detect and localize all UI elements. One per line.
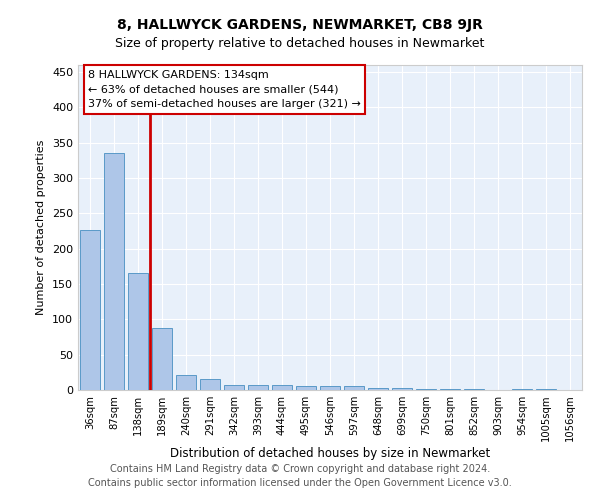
Bar xyxy=(392,388,412,390)
Text: 8, HALLWYCK GARDENS, NEWMARKET, CB8 9JR: 8, HALLWYCK GARDENS, NEWMARKET, CB8 9JR xyxy=(117,18,483,32)
Bar xyxy=(152,328,172,390)
Bar xyxy=(296,386,316,390)
Bar xyxy=(104,152,124,390)
Bar xyxy=(512,388,532,390)
Bar xyxy=(176,375,196,390)
Text: 8 HALLWYCK GARDENS: 134sqm
← 63% of detached houses are smaller (544)
37% of sem: 8 HALLWYCK GARDENS: 134sqm ← 63% of deta… xyxy=(88,70,361,110)
Y-axis label: Number of detached properties: Number of detached properties xyxy=(37,140,46,315)
Text: Contains HM Land Registry data © Crown copyright and database right 2024.
Contai: Contains HM Land Registry data © Crown c… xyxy=(88,464,512,487)
Bar xyxy=(128,274,148,390)
Text: Size of property relative to detached houses in Newmarket: Size of property relative to detached ho… xyxy=(115,38,485,51)
Bar xyxy=(248,385,268,390)
Bar xyxy=(368,388,388,390)
Bar xyxy=(320,386,340,390)
Bar xyxy=(80,230,100,390)
Bar xyxy=(224,385,244,390)
Bar xyxy=(272,385,292,390)
Bar xyxy=(344,386,364,390)
Bar xyxy=(200,378,220,390)
X-axis label: Distribution of detached houses by size in Newmarket: Distribution of detached houses by size … xyxy=(170,447,490,460)
